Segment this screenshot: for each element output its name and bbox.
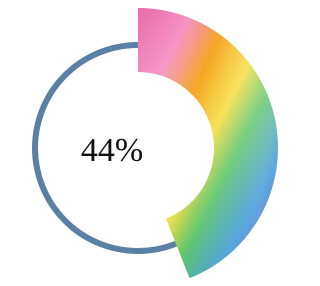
progress-ring: 44% [0, 0, 280, 286]
page: {"chart_data": {"type": "progress", "val… [0, 0, 320, 286]
ring-group [35, 8, 278, 278]
progress-arc-texture [138, 8, 278, 278]
progress-label: 44% [81, 132, 143, 169]
